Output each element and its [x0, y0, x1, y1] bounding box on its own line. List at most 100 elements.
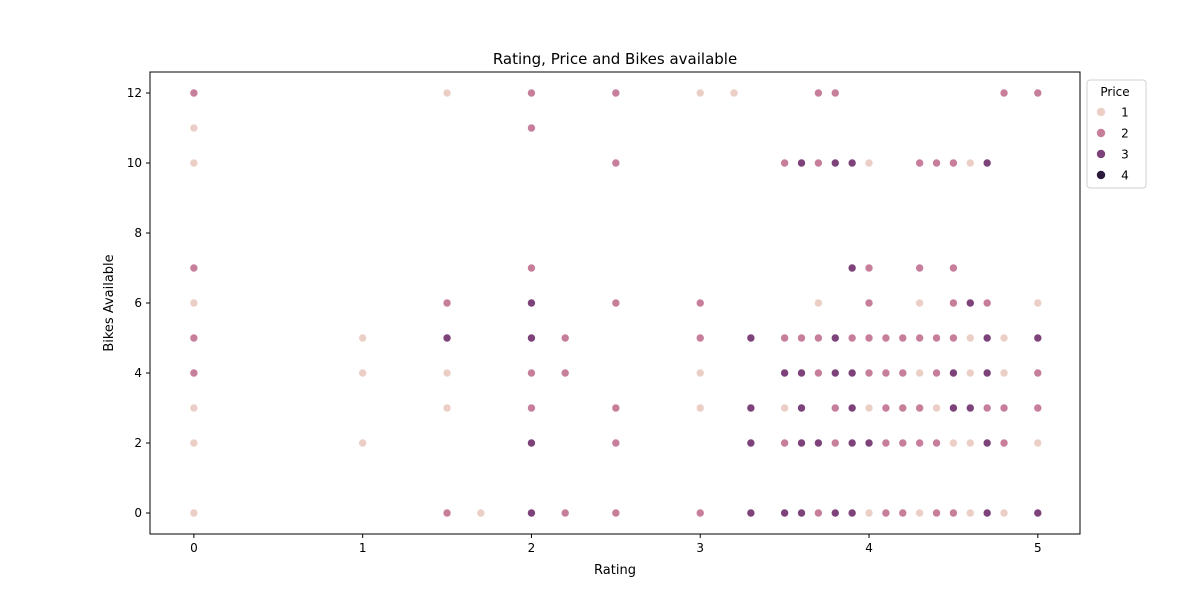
- y-axis: 0 2 4 6 8 10 12: [127, 86, 150, 520]
- data-point-price-1: [814, 298, 823, 308]
- data-point-price-3: [982, 368, 992, 378]
- data-point-price-2: [881, 333, 891, 343]
- data-point-price-3: [746, 333, 756, 343]
- data-point-price-1: [189, 438, 199, 448]
- data-point-price-1: [780, 403, 789, 413]
- data-point-price-2: [881, 368, 891, 378]
- data-point-price-3: [830, 158, 840, 168]
- data-point-price-1: [189, 508, 199, 518]
- data-point-price-2: [780, 333, 789, 343]
- data-point-price-2: [1033, 368, 1043, 378]
- data-point-price-3: [982, 438, 992, 448]
- data-point-price-2: [695, 333, 705, 343]
- data-point-price-2: [814, 88, 823, 98]
- data-point-price-3: [797, 368, 806, 378]
- data-point-price-3: [797, 508, 806, 518]
- data-point-price-3: [830, 508, 840, 518]
- plot-frame: [149, 71, 1081, 535]
- data-point-price-3: [864, 438, 874, 448]
- data-point-price-3: [982, 508, 992, 518]
- data-point-price-3: [830, 368, 840, 378]
- data-point-price-3: [746, 438, 756, 448]
- data-point-price-1: [999, 333, 1009, 343]
- data-point-price-1: [864, 508, 874, 518]
- legend-label-1: 1: [1121, 106, 1129, 120]
- data-point-price-2: [189, 368, 199, 378]
- legend: Price 1 2 3 4: [1086, 79, 1147, 189]
- x-tick-label: 3: [696, 541, 704, 555]
- data-point-price-2: [527, 263, 536, 273]
- data-point-price-2: [949, 158, 958, 168]
- data-point-price-2: [814, 508, 823, 518]
- x-axis-label: Rating: [594, 563, 636, 578]
- data-point-price-3: [847, 438, 857, 448]
- data-point-price-2: [611, 298, 621, 308]
- data-point-price-2: [560, 508, 570, 518]
- data-point-price-1: [189, 123, 199, 133]
- data-point-price-1: [442, 368, 452, 378]
- data-point-price-2: [814, 158, 823, 168]
- data-point-price-2: [847, 333, 857, 343]
- x-axis: 0 1 2 3 4 5: [190, 534, 1042, 555]
- legend-box: [1086, 79, 1147, 189]
- data-point-price-2: [527, 123, 536, 133]
- legend-label-4: 4: [1121, 169, 1129, 183]
- data-point-price-3: [965, 403, 975, 413]
- data-point-price-1: [965, 158, 975, 168]
- data-point-price-2: [932, 368, 941, 378]
- data-point-price-2: [830, 88, 840, 98]
- data-point-price-1: [1033, 438, 1043, 448]
- data-point-price-1: [189, 403, 199, 413]
- legend-marker-1: [1096, 107, 1106, 117]
- data-point-price-2: [1033, 403, 1043, 413]
- legend-marker-4: [1096, 170, 1106, 180]
- data-point-price-1: [915, 298, 924, 308]
- data-point-price-3: [847, 368, 857, 378]
- x-tick-label: 2: [528, 541, 536, 555]
- data-point-price-1: [729, 88, 739, 98]
- data-point-price-1: [358, 333, 367, 343]
- data-point-price-2: [864, 298, 874, 308]
- data-point-price-2: [611, 508, 621, 518]
- data-point-price-3: [949, 368, 958, 378]
- data-point-price-2: [949, 508, 958, 518]
- data-point-price-2: [898, 403, 908, 413]
- y-tick-label: 10: [127, 156, 142, 170]
- data-point-price-2: [442, 508, 452, 518]
- data-point-price-2: [999, 403, 1009, 413]
- data-point-price-2: [932, 508, 941, 518]
- data-point-price-1: [442, 88, 452, 98]
- y-tick-label: 6: [134, 296, 142, 310]
- data-point-price-2: [830, 438, 840, 448]
- data-point-price-2: [442, 298, 452, 308]
- data-point-price-2: [898, 368, 908, 378]
- data-point-price-1: [965, 508, 975, 518]
- data-point-price-2: [560, 368, 570, 378]
- data-point-price-2: [999, 88, 1009, 98]
- legend-marker-2: [1096, 128, 1106, 138]
- data-point-price-2: [695, 298, 705, 308]
- data-point-price-1: [965, 438, 975, 448]
- data-point-price-2: [881, 438, 891, 448]
- data-point-price-3: [830, 333, 840, 343]
- data-point-price-3: [527, 333, 536, 343]
- data-point-price-1: [864, 403, 874, 413]
- data-point-price-2: [915, 263, 924, 273]
- data-point-price-3: [1033, 333, 1043, 343]
- data-point-price-1: [965, 333, 975, 343]
- data-point-price-2: [527, 368, 536, 378]
- data-point-price-1: [695, 403, 705, 413]
- data-point-price-1: [189, 298, 199, 308]
- data-point-price-2: [189, 88, 199, 98]
- data-point-price-3: [965, 298, 975, 308]
- y-tick-label: 12: [127, 86, 142, 100]
- data-point-price-3: [847, 158, 857, 168]
- data-point-price-1: [864, 158, 874, 168]
- data-point-price-2: [780, 158, 789, 168]
- data-point-price-2: [864, 368, 874, 378]
- legend-marker-3: [1096, 149, 1106, 159]
- data-point-price-1: [932, 403, 941, 413]
- data-point-price-2: [1033, 88, 1043, 98]
